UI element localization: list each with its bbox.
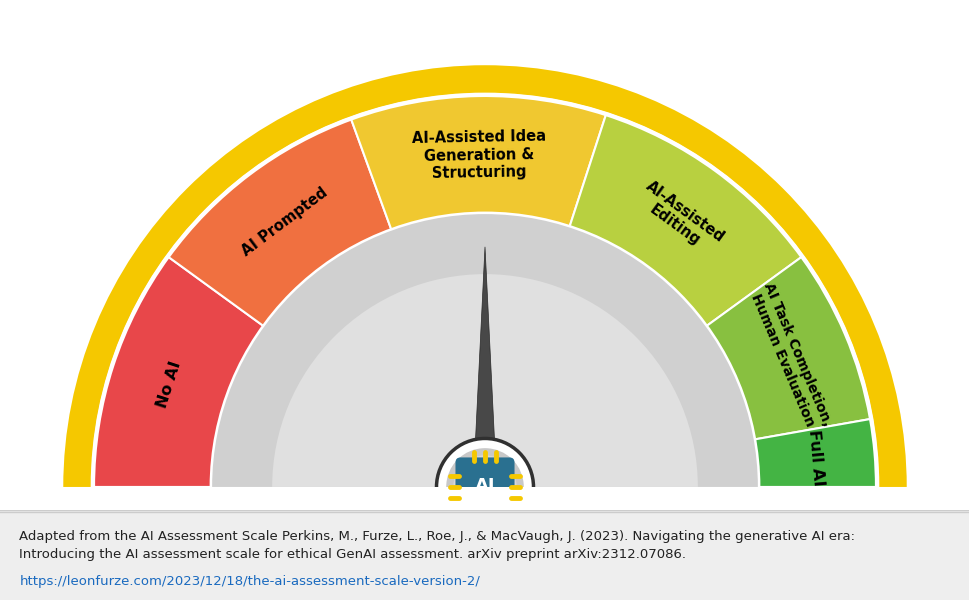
Wedge shape	[753, 419, 875, 487]
Text: AI Prompted: AI Prompted	[239, 185, 330, 259]
Text: AI Task Completion,
Human Evaluation: AI Task Completion, Human Evaluation	[746, 280, 833, 434]
Text: No AI: No AI	[154, 359, 184, 410]
Wedge shape	[272, 274, 697, 487]
Wedge shape	[705, 257, 869, 440]
FancyBboxPatch shape	[455, 457, 514, 517]
Wedge shape	[94, 257, 264, 487]
Text: AI-Assisted
Editing: AI-Assisted Editing	[632, 178, 727, 259]
Wedge shape	[169, 119, 391, 326]
Circle shape	[453, 455, 516, 518]
Wedge shape	[569, 115, 800, 326]
Text: AI: AI	[474, 477, 495, 495]
Circle shape	[446, 448, 523, 526]
Polygon shape	[473, 247, 496, 487]
Text: Full AI: Full AI	[805, 429, 825, 487]
Text: AI-Assisted Idea
Generation &
Structuring: AI-Assisted Idea Generation & Structurin…	[411, 129, 547, 181]
Wedge shape	[209, 212, 760, 487]
Text: Adapted from the AI Assessment Scale Perkins, M., Furze, L., Roe, J., & MacVaugh: Adapted from the AI Assessment Scale Per…	[19, 530, 855, 561]
Wedge shape	[351, 96, 606, 230]
Circle shape	[436, 439, 533, 535]
Wedge shape	[63, 65, 906, 487]
Wedge shape	[212, 214, 757, 487]
Text: https://leonfurze.com/2023/12/18/the-ai-assessment-scale-version-2/: https://leonfurze.com/2023/12/18/the-ai-…	[19, 575, 480, 588]
Bar	[0, 487, 969, 521]
Wedge shape	[91, 93, 878, 487]
